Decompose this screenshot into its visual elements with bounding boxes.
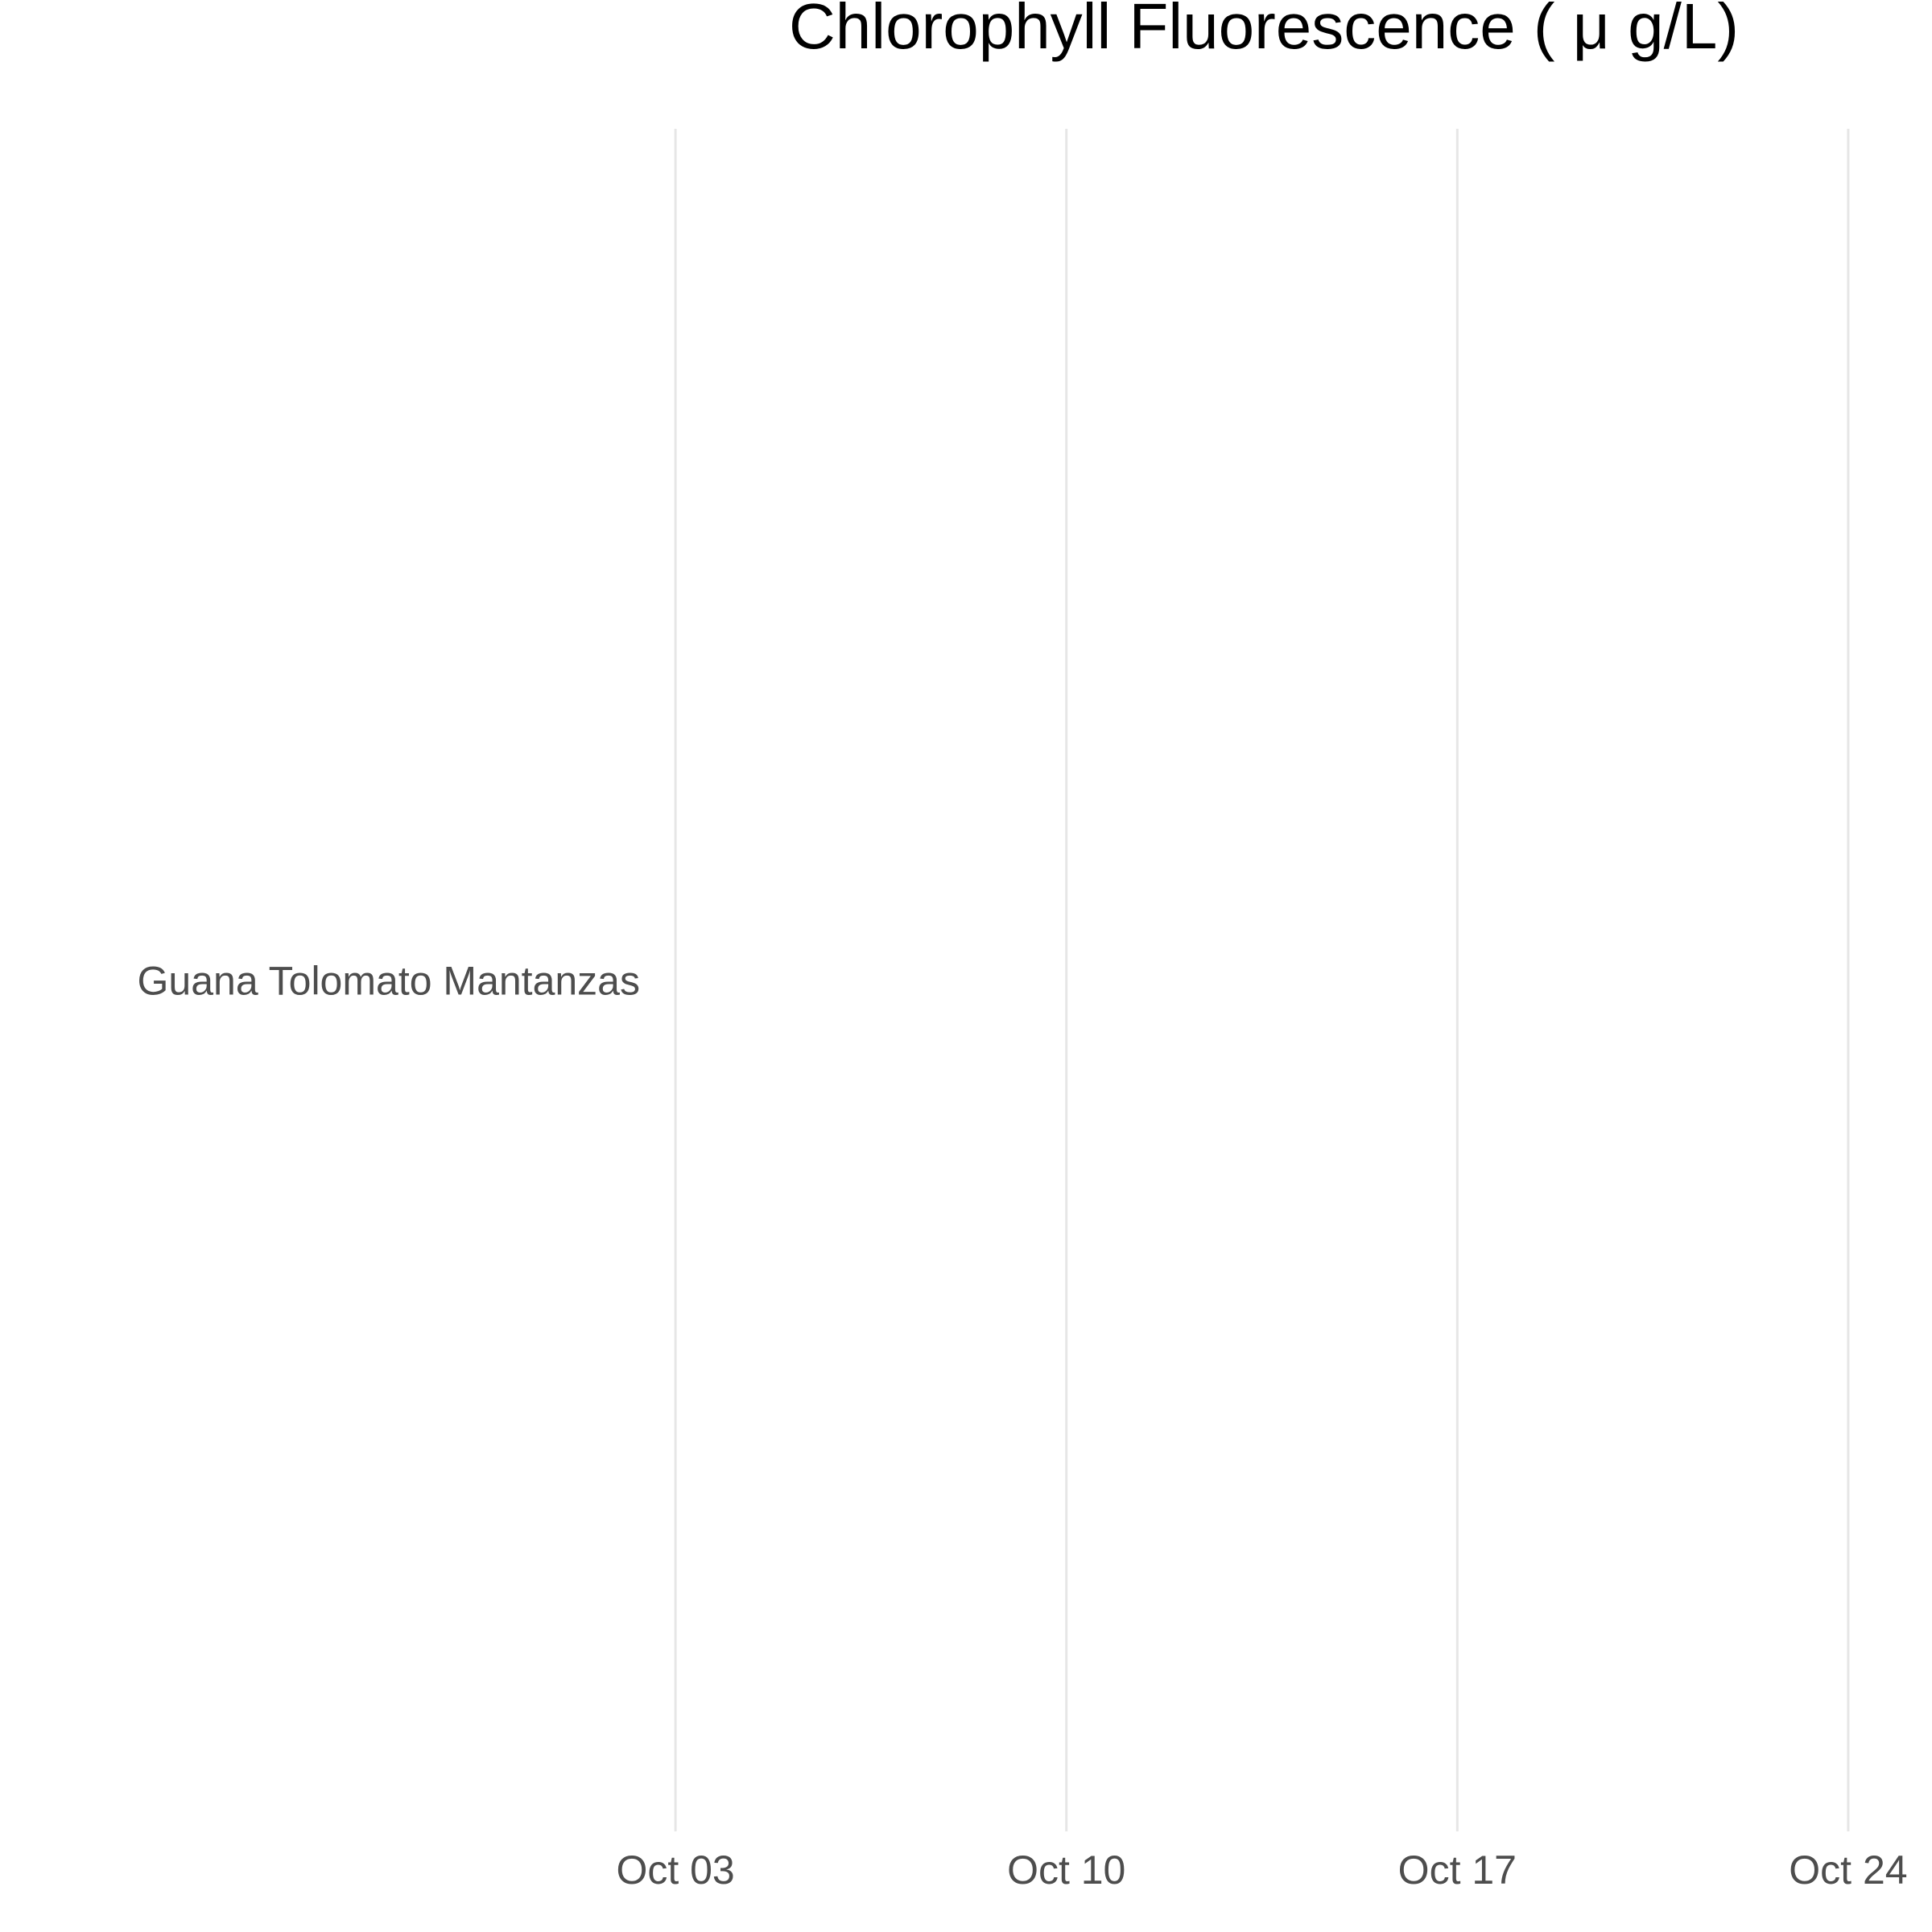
x-tick-label: Oct 10 — [1007, 1847, 1125, 1893]
x-tick-label: Oct 17 — [1398, 1847, 1517, 1893]
chart-title: Chlorophyll Fluorescence ( μ g/L) — [789, 0, 1739, 62]
x-axis-ticks: Oct 03 Oct 10 Oct 17 Oct 24 — [616, 1847, 1907, 1893]
y-axis-categories: Guana Tolomato Mantanzas — [138, 959, 640, 1004]
gridlines — [674, 129, 1850, 1831]
y-category-label: Guana Tolomato Mantanzas — [138, 959, 640, 1004]
x-tick-label: Oct 24 — [1789, 1847, 1907, 1893]
x-tick-label: Oct 03 — [616, 1847, 734, 1893]
